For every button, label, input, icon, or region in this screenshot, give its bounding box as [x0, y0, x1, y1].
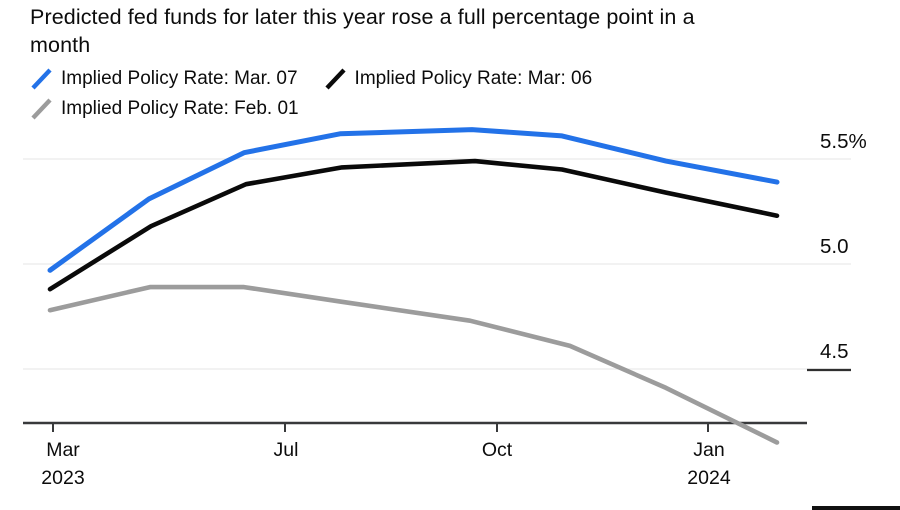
y-axis-label: 5.5%	[820, 130, 867, 153]
x-axis-label: Oct	[482, 439, 513, 461]
legend-item-mar07: Implied Policy Rate: Mar. 07	[30, 67, 298, 92]
legend-item-feb01: Implied Policy Rate: Feb. 01	[30, 97, 299, 122]
legend-item-mar06: Implied Policy Rate: Mar: 06	[324, 67, 593, 92]
legend-label-mar06: Implied Policy Rate: Mar: 06	[354, 68, 593, 89]
legend: Implied Policy Rate: Mar. 07 Implied Pol…	[30, 64, 592, 124]
y-axis-label: 5.0	[820, 235, 849, 258]
legend-swatch-feb01	[31, 97, 52, 120]
bottom-right-bar-artifact	[812, 506, 900, 510]
line-slash-icon	[31, 67, 52, 90]
line-slash-icon	[31, 97, 52, 120]
x-axis-year-label: 2024	[687, 467, 731, 489]
x-axis-label: Jan	[693, 439, 724, 461]
y-axis-label: 4.5	[820, 340, 849, 363]
series-line-mar-07	[47, 127, 780, 273]
legend-label-mar07: Implied Policy Rate: Mar. 07	[61, 68, 298, 89]
x-axis-label: Mar	[46, 439, 80, 461]
legend-row-2: Implied Policy Rate: Feb. 01	[30, 94, 592, 124]
chart-title: Predicted fed funds for later this year …	[30, 5, 695, 57]
line-slash-icon	[324, 67, 346, 90]
x-axis-label: Jul	[274, 439, 299, 461]
legend-label-feb01: Implied Policy Rate: Feb. 01	[61, 98, 299, 119]
legend-row-1: Implied Policy Rate: Mar. 07 Implied Pol…	[30, 64, 592, 94]
series-line-mar	[47, 158, 780, 292]
series-line-feb-01	[47, 284, 780, 445]
legend-swatch-mar07	[31, 67, 52, 90]
x-axis-year-label: 2023	[41, 467, 84, 489]
legend-swatch-mar06	[324, 67, 346, 90]
